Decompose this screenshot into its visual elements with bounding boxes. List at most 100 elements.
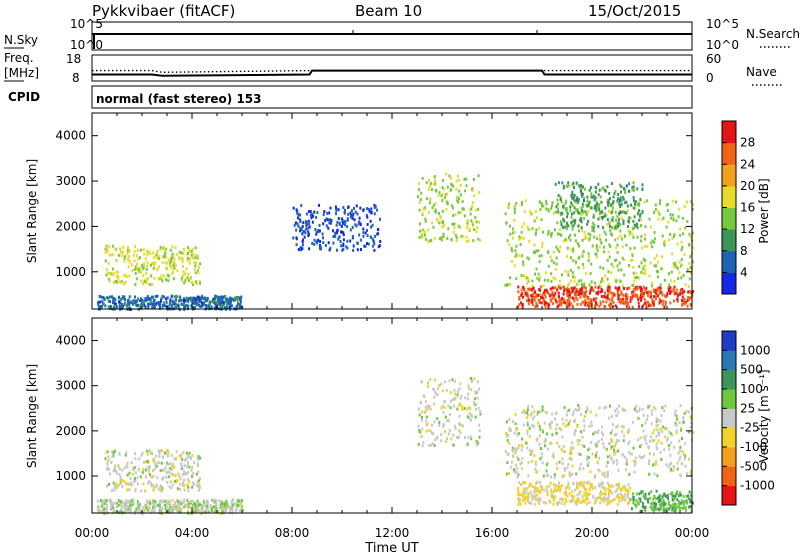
- data-cell: [134, 457, 137, 461]
- data-cell: [373, 203, 376, 207]
- data-cell: [589, 186, 592, 190]
- data-cell: [221, 509, 224, 513]
- data-cell: [206, 298, 209, 302]
- data-cell: [221, 502, 224, 506]
- data-cell: [614, 450, 617, 454]
- data-cell: [165, 300, 168, 304]
- data-cell: [620, 292, 623, 296]
- data-cell: [115, 259, 118, 263]
- data-cell: [156, 267, 159, 271]
- data-cell: [362, 231, 365, 235]
- data-cell: [445, 388, 448, 392]
- data-cell: [424, 219, 427, 223]
- data-cell: [185, 297, 188, 301]
- data-cell: [642, 265, 645, 269]
- data-cell: [468, 411, 471, 415]
- data-cell: [646, 498, 649, 502]
- data-cell: [671, 237, 674, 241]
- data-cell: [442, 234, 445, 238]
- data-cell: [183, 281, 186, 285]
- data-cell: [515, 244, 518, 248]
- data-cell: [165, 452, 168, 456]
- data-cell: [179, 462, 182, 466]
- data-cell: [597, 193, 600, 197]
- data-cell: [336, 220, 339, 224]
- data-cell: [468, 416, 471, 420]
- data-cell: [445, 192, 447, 196]
- data-cell: [129, 477, 132, 480]
- data-cell: [595, 413, 598, 417]
- data-cell: [143, 299, 146, 303]
- data-cell: [533, 502, 536, 506]
- data-cell: [152, 505, 155, 509]
- data-cell: [665, 427, 668, 431]
- data-cell: [139, 509, 141, 513]
- data-cell: [596, 441, 599, 445]
- data-cell: [229, 305, 232, 309]
- data-cell: [542, 298, 545, 302]
- data-cell: [464, 189, 467, 193]
- data-cell: [661, 255, 663, 259]
- data-cell: [106, 450, 109, 454]
- data-cell: [623, 434, 626, 438]
- data-cell: [458, 387, 461, 391]
- data-cell: [555, 411, 558, 415]
- data-cell: [663, 243, 666, 247]
- data-cell: [611, 491, 614, 495]
- data-cell: [570, 215, 573, 219]
- data-cell: [119, 247, 122, 251]
- data-cell: [508, 202, 511, 206]
- data-cell: [512, 420, 514, 424]
- colorbar-tick-label: 16: [740, 201, 755, 215]
- data-cell: [604, 206, 607, 210]
- data-cell: [562, 445, 565, 448]
- data-cell: [215, 503, 218, 507]
- data-cell: [197, 485, 200, 489]
- data-cell: [113, 449, 116, 453]
- data-cell: [476, 226, 479, 230]
- data-cell: [571, 464, 574, 468]
- y-tick-label: 4000: [55, 129, 86, 143]
- data-cell: [450, 238, 453, 242]
- data-cell: [526, 276, 529, 280]
- data-cell: [362, 227, 365, 231]
- data-cell: [563, 466, 566, 470]
- data-cell: [655, 269, 658, 273]
- data-cell: [458, 403, 461, 407]
- data-cell: [159, 302, 162, 306]
- data-cell: [523, 210, 526, 214]
- data-cell: [233, 502, 236, 506]
- data-cell: [541, 204, 543, 208]
- data-cell: [106, 484, 108, 488]
- data-cell: [321, 232, 324, 236]
- data-cell: [639, 497, 642, 501]
- data-cell: [461, 200, 464, 204]
- data-cell: [675, 219, 678, 223]
- data-cell: [559, 219, 562, 223]
- data-cell: [585, 458, 588, 462]
- data-cell: [173, 258, 176, 262]
- data-cell: [554, 291, 557, 295]
- data-cell: [309, 213, 312, 217]
- data-cell: [200, 301, 203, 305]
- data-cell: [170, 472, 173, 476]
- data-cell: [646, 414, 649, 418]
- data-cell: [366, 215, 369, 219]
- data-cell: [145, 267, 148, 271]
- data-cell: [188, 465, 191, 469]
- data-cell: [629, 498, 632, 501]
- data-cell: [521, 437, 524, 441]
- data-cell: [209, 505, 212, 508]
- data-cell: [570, 212, 573, 216]
- data-cell: [451, 222, 454, 226]
- data-cell: [170, 304, 173, 308]
- data-cell: [425, 415, 428, 419]
- data-cell: [660, 457, 663, 461]
- data-cell: [195, 282, 198, 286]
- data-cell: [97, 510, 100, 513]
- data-cell: [511, 236, 514, 240]
- data-cell: [566, 494, 569, 498]
- data-cell: [106, 249, 109, 253]
- data-cell: [676, 292, 679, 296]
- data-cell: [624, 188, 627, 192]
